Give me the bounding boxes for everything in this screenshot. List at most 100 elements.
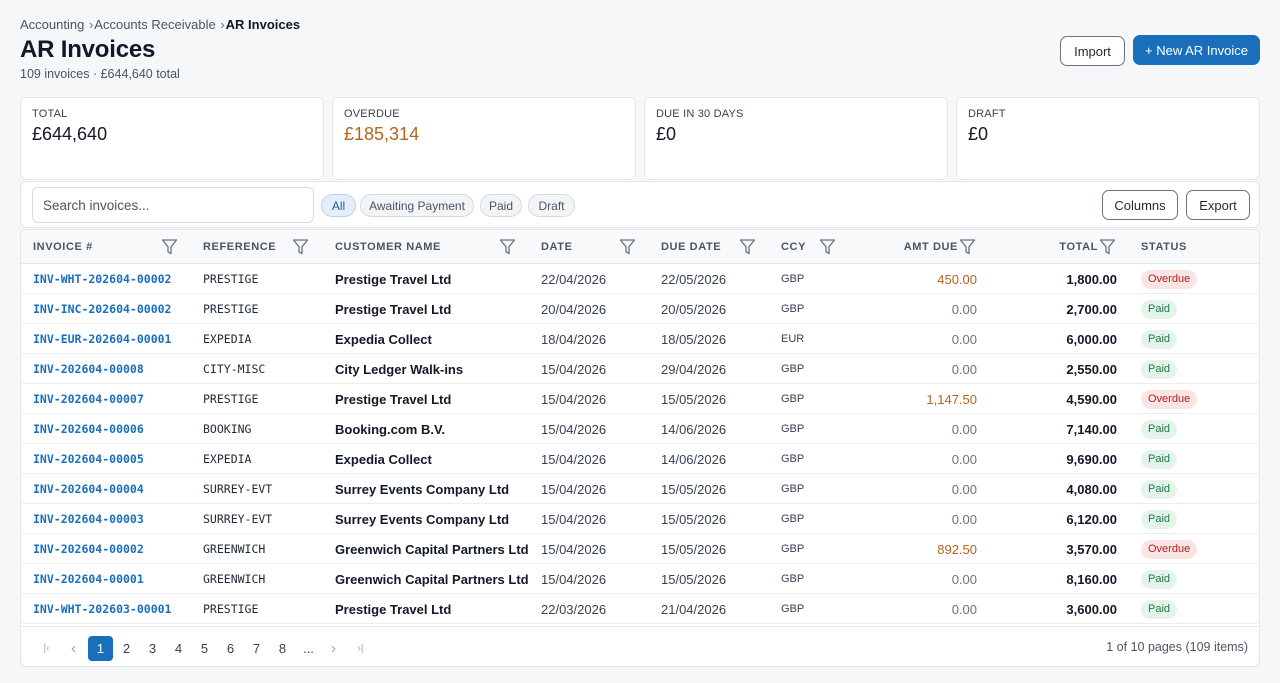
page-button-2[interactable]: 2 [122, 641, 131, 656]
column-header-date[interactable]: DATE [541, 241, 573, 253]
breadcrumb-accounting[interactable]: Accounting [20, 17, 85, 32]
due-date-cell: 20/05/2026 [661, 301, 727, 317]
total-cell: 6,120.00 [1066, 511, 1117, 527]
currency-cell: GBP [781, 543, 805, 555]
invoice-number-link[interactable]: INV-EUR-202604-00001 [33, 332, 172, 346]
due-date-cell: 15/05/2026 [661, 481, 727, 497]
total-cell: 7,140.00 [1066, 421, 1117, 437]
last-page-icon[interactable]: ›| [357, 643, 364, 654]
filter-icon[interactable] [499, 238, 516, 256]
page-button-3[interactable]: 3 [148, 641, 157, 656]
table-row[interactable]: INV-202604-00008 CITY-MISC City Ledger Wal… [21, 354, 1259, 384]
status-badge: Paid [1141, 419, 1178, 439]
reference-cell: PRESTIGE [203, 302, 259, 316]
invoice-number-link[interactable]: INV-WHT-202604-00002 [33, 272, 172, 286]
filter-icon[interactable] [619, 238, 636, 256]
page-button-7[interactable]: 7 [252, 641, 261, 656]
status-cell: Paid [1141, 324, 1241, 354]
pagination-info: 1 of 10 pages (109 items) [1106, 640, 1248, 654]
breadcrumb-separator: › [220, 17, 225, 32]
status-badge: Paid [1141, 509, 1178, 529]
invoices-table: INVOICE # REFERENCE CUSTOMER NAME DATE DUE D… [20, 229, 1260, 667]
filter-icon[interactable] [819, 238, 836, 256]
first-page-icon[interactable]: |‹ [43, 643, 50, 654]
customer-name-cell: Prestige Travel Ltd [335, 271, 452, 287]
page-button-1[interactable]: 1 [88, 636, 113, 661]
table-row[interactable]: INV-202604-00004 SURREY-EVT Surrey Events … [21, 474, 1259, 504]
filter-icon[interactable] [739, 238, 756, 256]
reference-cell: SURREY-EVT [203, 512, 273, 526]
total-cell: 8,160.00 [1066, 571, 1117, 587]
column-header-status[interactable]: STATUS [1141, 241, 1187, 253]
invoice-number-link[interactable]: INV-202604-00008 [33, 362, 144, 376]
customer-name-cell: Prestige Travel Ltd [335, 301, 452, 317]
prev-page-icon[interactable]: ‹ [71, 640, 76, 657]
total-cell: 1,800.00 [1066, 271, 1117, 287]
invoice-number-link[interactable]: INV-WHT-202603-00001 [33, 602, 172, 616]
page-button-4[interactable]: 4 [174, 641, 183, 656]
currency-cell: GBP [781, 573, 805, 585]
filter-icon[interactable] [959, 238, 976, 256]
invoice-number-link[interactable]: INV-202604-00002 [33, 542, 144, 556]
table-row[interactable]: INV-EUR-202604-00001 EXPEDIA Expedia Colle… [21, 324, 1259, 354]
date-cell: 15/04/2026 [541, 571, 607, 587]
table-row[interactable]: INV-202604-00006 BOOKING Booking.com B.V. 1… [21, 414, 1259, 444]
pagination: 1 of 10 pages (109 items) |‹ ‹ 1 2 3 4 5 6 7 8...… [21, 626, 1259, 666]
amount-due-cell: 0.00 [951, 511, 977, 527]
pagination-ellipsis[interactable]: ... [303, 641, 314, 656]
table-row[interactable]: INV-202604-00003 SURREY-EVT Surrey Events … [21, 504, 1259, 534]
export-button[interactable]: Export [1186, 190, 1250, 220]
filter-icon[interactable] [292, 238, 309, 256]
table-row[interactable]: INV-202604-00007 PRESTIGE Prestige Travel … [21, 384, 1259, 414]
invoice-number-link[interactable]: INV-INC-202604-00002 [33, 302, 172, 316]
invoice-number-link[interactable]: INV-202604-00003 [33, 512, 144, 526]
columns-button[interactable]: Columns [1102, 190, 1178, 220]
column-header-ccy[interactable]: CCY [781, 241, 807, 253]
next-page-icon[interactable]: › [331, 640, 336, 657]
filter-chip-all[interactable]: All [321, 194, 356, 217]
status-cell: Paid [1141, 414, 1241, 444]
status-cell: Paid [1141, 594, 1241, 624]
filter-chip-awaiting-payment[interactable]: Awaiting Payment [360, 194, 474, 217]
amount-due-cell: 450.00 [937, 271, 977, 287]
filter-chip-paid[interactable]: Paid [480, 194, 522, 217]
search-input[interactable] [32, 187, 314, 223]
reference-cell: GREENWICH [203, 572, 266, 586]
filter-icon[interactable] [1099, 238, 1116, 256]
filter-chip-draft[interactable]: Draft [528, 194, 575, 217]
table-row[interactable]: INV-202604-00005 EXPEDIA Expedia Collect 15… [21, 444, 1259, 474]
import-button[interactable]: Import [1060, 36, 1125, 66]
table-row[interactable]: INV-WHT-202604-00002 PRESTIGE Prestige Tra… [21, 264, 1259, 294]
kpi-value: £0 [656, 124, 677, 144]
column-header-customer[interactable]: CUSTOMER NAME [335, 241, 441, 253]
column-header-amt-due[interactable]: AMT DUE [903, 241, 958, 253]
invoice-number-link[interactable]: INV-202604-00007 [33, 392, 144, 406]
column-header-due-date[interactable]: DUE DATE [661, 241, 722, 253]
due-date-cell: 15/05/2026 [661, 541, 727, 557]
table-row[interactable]: INV-WHT-202603-00001 PRESTIGE Prestige Tra… [21, 594, 1259, 624]
date-cell: 15/04/2026 [541, 541, 607, 557]
filter-icon[interactable] [161, 238, 178, 256]
invoice-number-link[interactable]: INV-202604-00005 [33, 452, 144, 466]
page-button-6[interactable]: 6 [226, 641, 235, 656]
reference-cell: BOOKING [203, 422, 252, 436]
column-header-reference[interactable]: REFERENCE [203, 241, 277, 253]
column-header-invoice[interactable]: INVOICE # [33, 241, 93, 253]
page-title: AR Invoices [20, 36, 156, 63]
breadcrumb-accounts-receivable[interactable]: Accounts Receivable [94, 17, 216, 32]
invoice-number-link[interactable]: INV-202604-00004 [33, 482, 144, 496]
column-header-total[interactable]: TOTAL [1059, 241, 1098, 253]
invoice-number-link[interactable]: INV-202604-00001 [33, 572, 144, 586]
new-ar-invoice-button[interactable]: + New AR Invoice [1133, 35, 1260, 65]
currency-cell: GBP [781, 363, 805, 375]
currency-cell: EUR [781, 333, 805, 345]
table-row[interactable]: INV-202604-00001 GREENWICH Greenwich Capit… [21, 564, 1259, 594]
page-button-8[interactable]: 8 [278, 641, 287, 656]
date-cell: 15/04/2026 [541, 361, 607, 377]
date-cell: 15/04/2026 [541, 421, 607, 437]
table-row[interactable]: INV-202604-00002 GREENWICH Greenwich Capit… [21, 534, 1259, 564]
table-row[interactable]: INV-INC-202604-00002 PRESTIGE Prestige Tra… [21, 294, 1259, 324]
total-cell: 3,570.00 [1066, 541, 1117, 557]
invoice-number-link[interactable]: INV-202604-00006 [33, 422, 144, 436]
page-button-5[interactable]: 5 [200, 641, 209, 656]
